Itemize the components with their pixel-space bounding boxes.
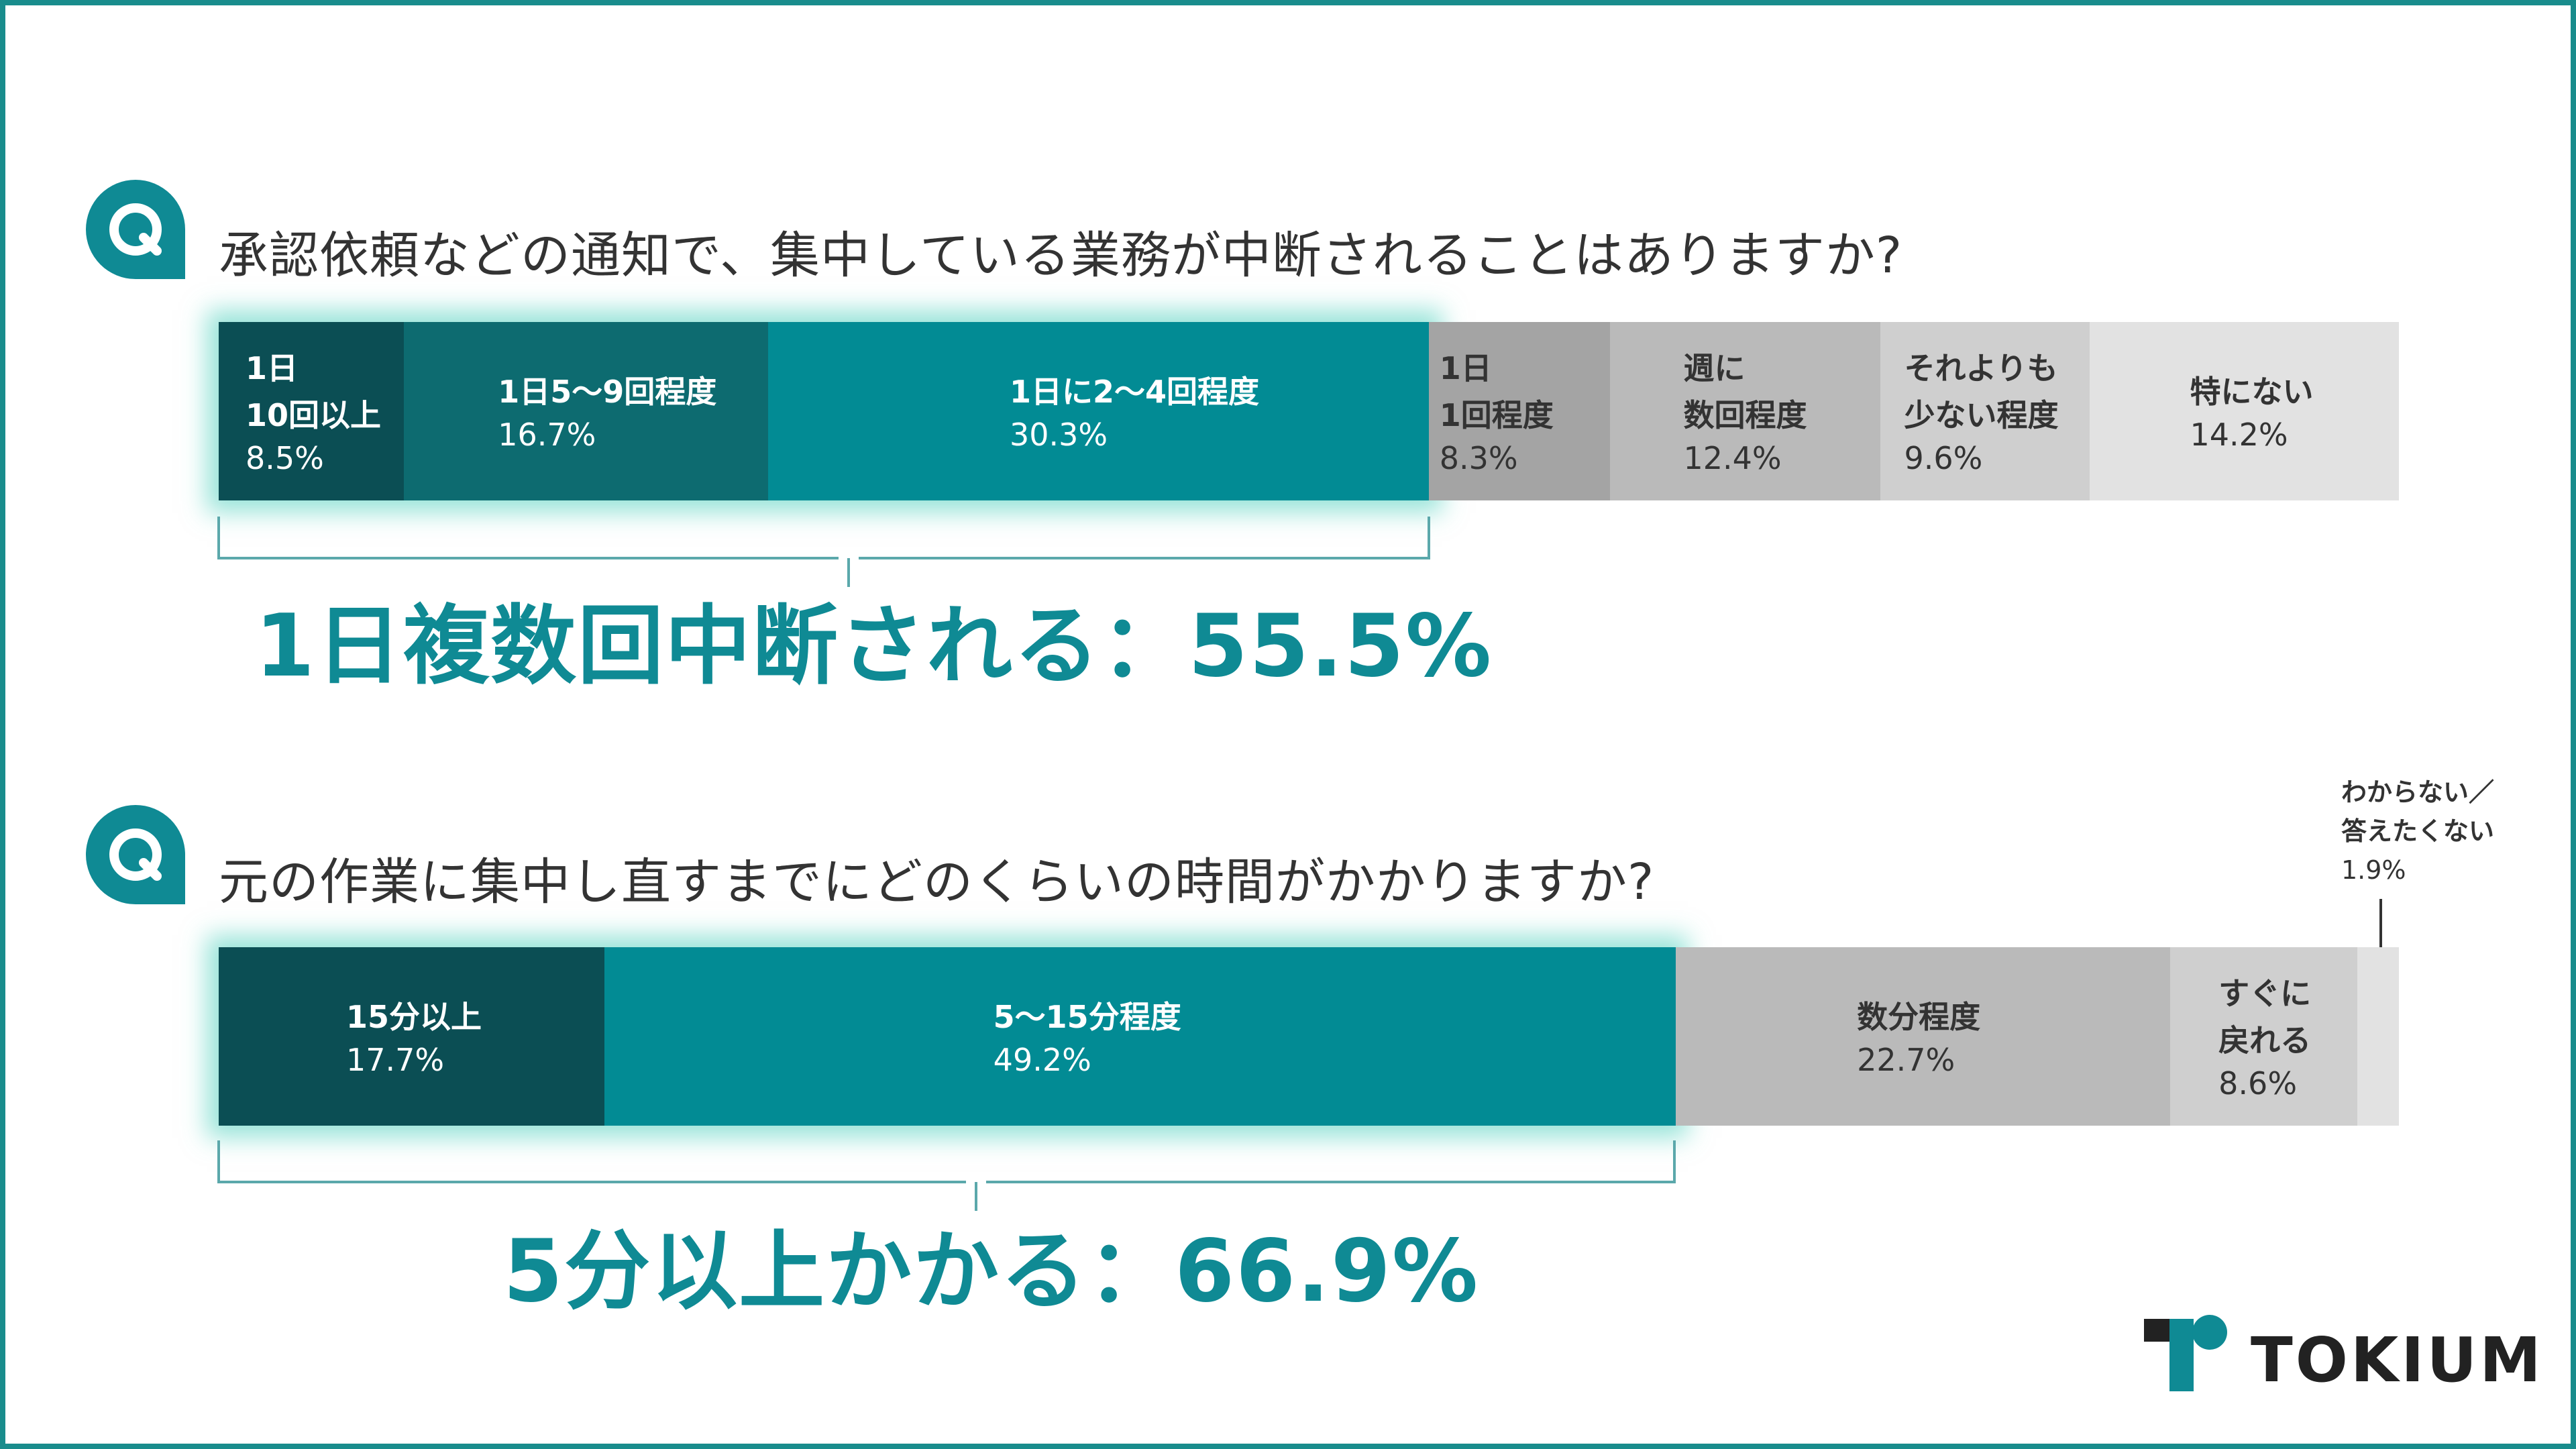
segment-value: 8.3% (1439, 440, 1518, 476)
segment-label: 5〜15分程度 (993, 999, 1181, 1035)
segment-value: 30.3% (1010, 417, 1108, 453)
bar-segment (2357, 947, 2400, 1126)
segment-value: 17.7% (346, 1042, 445, 1078)
bar-segment: 15分以上 17.7% (219, 947, 604, 1126)
segment-value: 12.4% (1683, 440, 1782, 476)
bar-segment: 1日5〜9回程度 16.7% (404, 322, 768, 500)
q2-bracket (217, 1140, 1676, 1211)
segment-value: 22.7% (1857, 1042, 1955, 1078)
q1-stacked-bar: 1日 10回以上 8.5% 1日5〜9回程度 16.7% 1日に2〜4回程度 30.3% 1… (219, 322, 2399, 500)
segment-label: 数分程度 (1857, 999, 1981, 1035)
bar-segment: それよりも 少ない程度 9.6% (1880, 322, 2090, 500)
q2-summary: 5分以上かかる：66.9% (503, 1222, 1480, 1322)
segment-label: 15分以上 (346, 999, 482, 1035)
segment-label: 特にない (2190, 374, 2314, 410)
q2-callout-value: 1.9% (2341, 855, 2406, 885)
segment-label: すぐに 戻れる (2218, 975, 2312, 1059)
segment-value: 16.7% (498, 417, 596, 453)
question-1-text: 承認依頼などの通知で、集中している業務が中断されることはありますか? (219, 227, 1903, 284)
question-2-text: 元の作業に集中し直すまでにどのくらいの時間がかかりますか? (219, 853, 1655, 911)
q2-stacked-bar: 15分以上 17.7% 5〜15分程度 49.2% 数分程度 22.7% すぐに 戻れる 8.… (219, 947, 2400, 1126)
segment-label: 1日に2〜4回程度 (1010, 374, 1260, 410)
bar-segment: 週に 数回程度 12.4% (1609, 322, 1880, 500)
segment-value: 8.6% (2218, 1065, 2298, 1102)
question-icon (86, 805, 185, 904)
segment-label: 週に 数回程度 (1683, 350, 1807, 433)
question-icon (86, 180, 185, 279)
q1-summary: 1日複数回中断される：55.5% (255, 596, 1493, 696)
bar-segment: 1日 1回程度 8.3% (1428, 322, 1610, 500)
segment-label: それよりも 少ない程度 (1904, 350, 2059, 433)
bar-segment: 特にない 14.2% (2089, 322, 2399, 500)
q2-callout-label: わからない／ 答えたくない (2341, 777, 2495, 846)
bar-segment: 5〜15分程度 49.2% (604, 947, 1676, 1126)
segment-label: 1日 1回程度 (1439, 350, 1554, 433)
segment-value: 49.2% (993, 1042, 1091, 1078)
segment-label: 1日 10回以上 (246, 350, 382, 433)
bar-segment: 1日 10回以上 8.5% (219, 322, 405, 500)
tokium-logo-icon (2144, 1315, 2227, 1391)
segment-value: 14.2% (2190, 417, 2288, 453)
brand-name: TOKIUM (2251, 1324, 2544, 1396)
bar-segment: 数分程度 22.7% (1676, 947, 2171, 1126)
segment-value: 8.5% (246, 440, 324, 476)
q1-bracket (217, 517, 1430, 587)
bar-segment: 1日に2〜4回程度 30.3% (768, 322, 1429, 500)
q2-callout-line (2379, 899, 2382, 949)
segment-label: 1日5〜9回程度 (498, 374, 717, 410)
bar-segment: すぐに 戻れる 8.6% (2170, 947, 2358, 1126)
segment-value: 9.6% (1904, 440, 1983, 476)
